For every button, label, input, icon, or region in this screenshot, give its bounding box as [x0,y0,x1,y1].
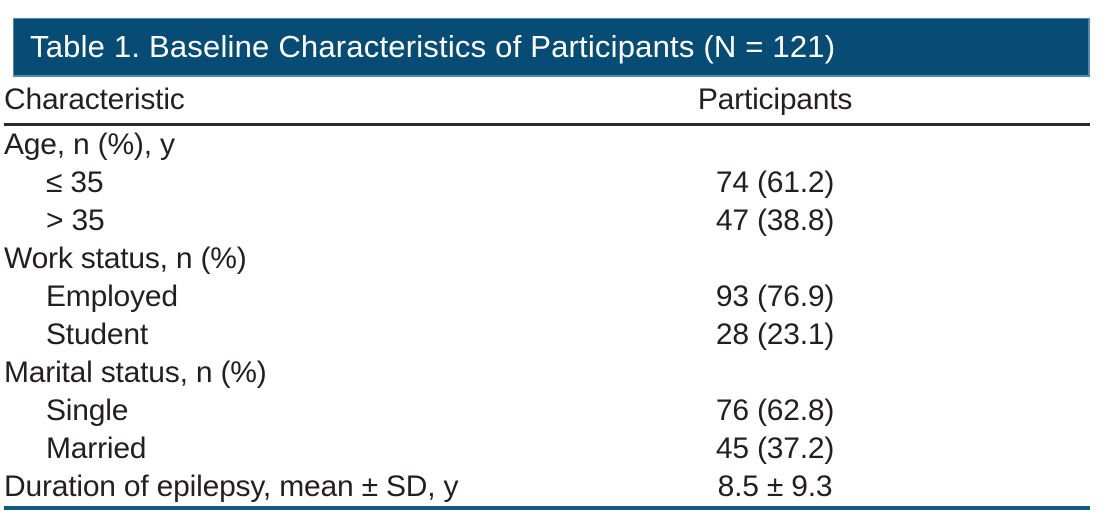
row-value: 28 (23.1) [715,318,835,351]
table-row: Single 76 (62.8) [4,392,1090,430]
table-body: Age, n (%), y ≤ 35 74 (61.2) > 35 47 (38… [4,126,1090,510]
table-row: Work status, n (%) [4,240,1090,278]
row-value: 74 (61.2) [715,166,835,199]
row-label: Student [46,318,149,351]
column-header-characteristic: Characteristic [4,83,185,116]
row-value: 45 (37.2) [715,432,835,465]
table-row: > 35 47 (38.8) [4,202,1090,240]
row-value: 47 (38.8) [715,204,835,237]
row-label: Age, n (%), y [4,128,175,161]
table-row: ≤ 35 74 (61.2) [4,164,1090,202]
table-row: Employed 93 (76.9) [4,278,1090,316]
row-value: 8.5 ± 9.3 [717,470,833,503]
row-label: Work status, n (%) [4,242,247,275]
row-label: ≤ 35 [46,166,104,199]
row-label: > 35 [46,204,105,237]
table-header-row: Characteristic Participants [4,77,1090,126]
row-label: Marital status, n (%) [4,356,267,389]
row-label: Single [46,394,129,427]
table-row: Age, n (%), y [4,126,1090,164]
row-label: Employed [46,280,178,313]
table-row: Duration of epilepsy, mean ± SD, y 8.5 ±… [4,468,1090,506]
column-header-participants: Participants [697,83,853,116]
row-label: Married [46,432,147,465]
table-title: Table 1. Baseline Characteristics of Par… [30,29,836,64]
table-row: Student 28 (23.1) [4,316,1090,354]
row-label: Duration of epilepsy, mean ± SD, y [4,470,459,503]
table-row: Marital status, n (%) [4,354,1090,392]
baseline-characteristics-table: Table 1. Baseline Characteristics of Par… [4,18,1090,510]
table-row: Married 45 (37.2) [4,430,1090,468]
table-title-bar: Table 1. Baseline Characteristics of Par… [13,18,1090,77]
row-value: 93 (76.9) [715,280,835,313]
row-value: 76 (62.8) [715,394,835,427]
